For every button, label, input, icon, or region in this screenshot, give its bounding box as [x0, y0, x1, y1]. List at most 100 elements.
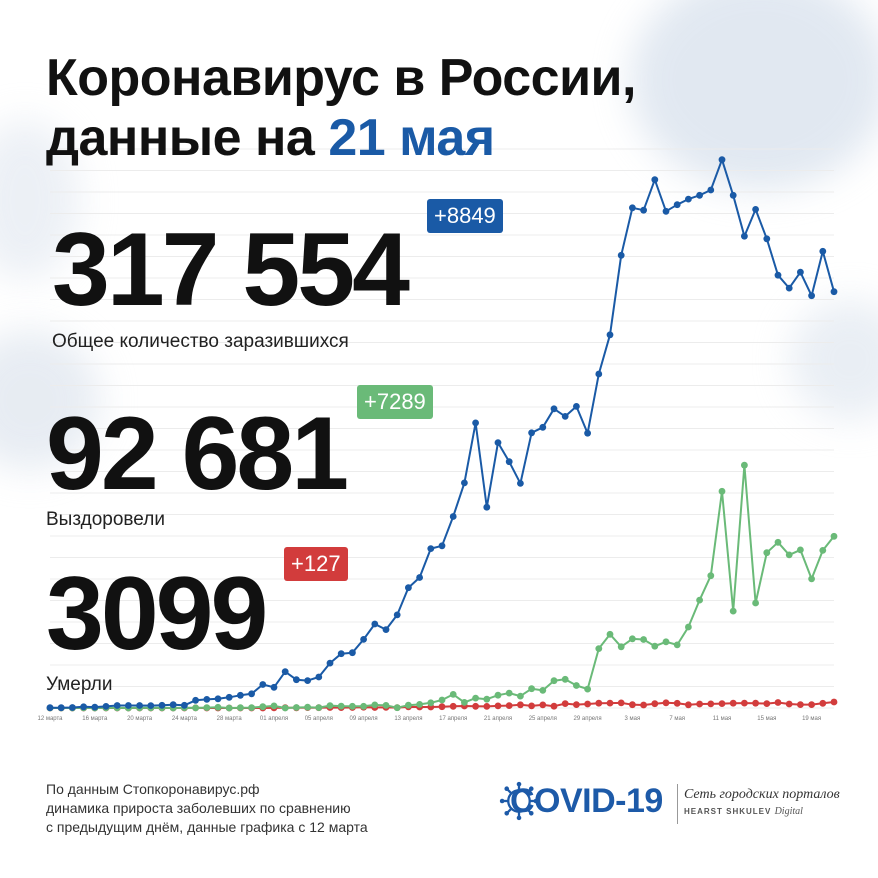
data-point-recovered — [517, 692, 524, 700]
data-point-deaths — [662, 699, 670, 707]
data-point-deaths — [763, 700, 771, 707]
data-point-cases — [830, 288, 838, 296]
data-point-cases — [449, 513, 457, 520]
x-tick-label: 28 марта — [217, 716, 243, 722]
data-point-recovered — [203, 704, 211, 711]
data-point-deaths — [696, 700, 703, 708]
data-point-deaths — [797, 701, 804, 708]
series-cases — [46, 156, 838, 712]
data-point-deaths — [741, 699, 748, 707]
data-point-recovered — [673, 641, 681, 649]
data-point-deaths — [550, 702, 558, 710]
data-point-cases — [685, 195, 692, 203]
x-tick-label: 13 апреля — [394, 716, 422, 722]
data-point-cases — [360, 636, 367, 643]
x-tick-label: 25 апреля — [529, 716, 557, 722]
data-point-cases — [819, 247, 827, 255]
data-point-cases — [270, 683, 278, 691]
data-point-recovered — [326, 702, 334, 709]
data-point-deaths — [673, 699, 681, 707]
x-tick-label: 29 апреля — [574, 716, 602, 722]
data-point-cases — [595, 370, 603, 378]
data-point-recovered — [427, 699, 435, 707]
data-point-cases — [517, 480, 524, 487]
data-point-recovered — [696, 596, 703, 604]
data-point-deaths — [752, 699, 759, 707]
x-tick-label: 16 марта — [82, 716, 108, 722]
data-point-recovered — [729, 607, 737, 615]
deaths-delta-badge: +127 — [284, 547, 348, 581]
recovered-label: Выздоровели — [46, 509, 165, 530]
data-point-cases — [91, 703, 99, 711]
data-point-cases — [797, 268, 804, 276]
data-point-deaths — [573, 701, 580, 708]
data-point-recovered — [707, 572, 715, 580]
data-point-cases — [382, 626, 390, 633]
data-point-cases — [774, 271, 782, 279]
virus-icon — [499, 781, 539, 821]
data-point-recovered — [405, 701, 412, 709]
data-point-cases — [550, 405, 558, 413]
data-point-recovered — [785, 551, 793, 559]
data-point-deaths — [629, 701, 636, 709]
data-point-recovered — [752, 599, 759, 607]
data-point-cases — [80, 703, 87, 711]
data-point-recovered — [573, 682, 580, 689]
data-point-cases — [629, 204, 636, 212]
data-point-recovered — [281, 704, 289, 712]
data-point-cases — [225, 693, 233, 701]
data-point-deaths — [539, 701, 547, 709]
data-point-cases — [416, 574, 423, 581]
data-point-cases — [113, 702, 121, 709]
recovered-total: 92 681 — [46, 396, 349, 512]
data-point-cases — [472, 419, 479, 427]
data-point-recovered — [237, 704, 244, 712]
data-point-recovered — [528, 685, 535, 693]
data-point-cases — [46, 704, 54, 712]
data-point-cases — [461, 479, 468, 487]
data-point-cases — [561, 413, 569, 420]
data-point-deaths — [505, 702, 513, 709]
data-point-recovered — [741, 461, 748, 469]
data-point-cases — [651, 176, 659, 184]
x-tick-label: 01 апреля — [260, 716, 288, 722]
data-point-recovered — [192, 704, 200, 712]
data-point-recovered — [483, 695, 491, 703]
x-tick-label: 24 марта — [172, 716, 198, 722]
data-point-recovered — [685, 623, 692, 631]
data-point-cases — [192, 696, 200, 704]
cases-delta-badge: +8849 — [427, 199, 503, 233]
data-point-cases — [696, 191, 703, 199]
data-point-recovered — [819, 547, 827, 554]
cases-label: Общее количество заразившихся — [52, 331, 349, 352]
data-point-recovered — [438, 696, 446, 704]
data-point-recovered — [651, 642, 659, 650]
data-point-recovered — [293, 704, 300, 711]
data-point-cases — [393, 611, 401, 619]
x-tick-label: 20 марта — [127, 716, 153, 722]
data-point-cases — [349, 649, 356, 657]
data-point-deaths — [718, 700, 726, 707]
title-line-2-prefix: данные на — [46, 109, 315, 167]
data-point-cases — [494, 439, 502, 446]
data-point-cases — [808, 292, 815, 300]
source-note-line: динамика прироста заболевших по сравнени… — [46, 800, 351, 816]
chart-series — [46, 156, 838, 712]
data-point-cases — [752, 206, 759, 213]
data-point-recovered — [259, 703, 267, 711]
data-point-deaths — [438, 703, 446, 711]
data-point-recovered — [494, 691, 502, 699]
data-point-cases — [528, 429, 535, 437]
x-tick-label: 12 марта — [37, 716, 63, 722]
title-date: 21 мая — [328, 109, 495, 167]
data-point-recovered — [214, 703, 222, 711]
data-point-deaths — [685, 701, 692, 709]
data-point-cases — [763, 235, 771, 243]
x-tick-label: 7 мая — [669, 716, 685, 722]
data-point-recovered — [539, 687, 547, 694]
data-point-deaths — [819, 699, 827, 707]
data-point-recovered — [595, 645, 603, 652]
data-point-cases — [427, 545, 435, 552]
data-point-recovered — [304, 703, 311, 711]
recovered-delta-badge: +7289 — [357, 385, 433, 419]
